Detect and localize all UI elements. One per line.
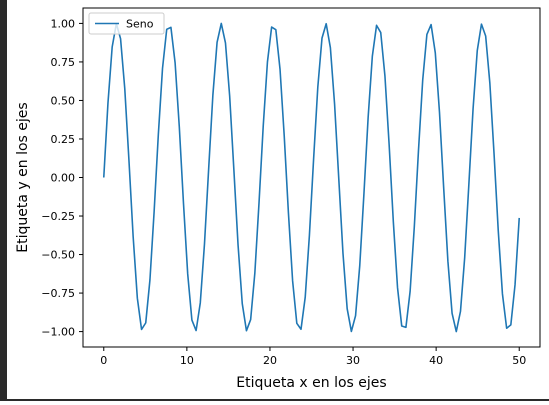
plot-area <box>102 22 521 333</box>
window-left-border <box>0 0 7 401</box>
x-tick-label: 10 <box>180 354 194 367</box>
x-tick-label: 0 <box>100 354 107 367</box>
legend-label-seno: Seno <box>126 18 154 31</box>
y-tick-label: −0.50 <box>41 249 75 262</box>
y-tick-label: 0.00 <box>51 172 76 185</box>
y-tick-label: 0.75 <box>51 56 76 69</box>
y-axis-label: Etiqueta y en los ejes <box>15 102 31 252</box>
y-tick-label: −0.25 <box>41 210 75 223</box>
y-tick-label: 0.25 <box>51 133 76 146</box>
series-line-seno <box>102 22 521 333</box>
x-tick-label: 50 <box>512 354 526 367</box>
axes-frame <box>82 7 541 348</box>
legend-box <box>88 12 165 35</box>
y-tick-label: −1.00 <box>41 326 75 339</box>
x-axis-label: Etiqueta x en los ejes <box>236 375 386 391</box>
x-axis-ticks: 0 10 20 30 40 50 <box>100 347 526 367</box>
x-tick-label: 20 <box>263 354 277 367</box>
legend: Seno <box>88 12 165 35</box>
y-tick-label: 0.50 <box>51 94 76 107</box>
x-tick-label: 30 <box>346 354 360 367</box>
x-tick-label: 40 <box>429 354 443 367</box>
y-tick-label: 1.00 <box>51 17 76 30</box>
y-axis-ticks: −1.00 −0.75 −0.50 −0.25 0.00 0.25 0.50 0.75 1.00 <box>41 17 83 339</box>
y-tick-label: −0.75 <box>41 287 75 300</box>
window-bottom-border <box>0 399 549 401</box>
